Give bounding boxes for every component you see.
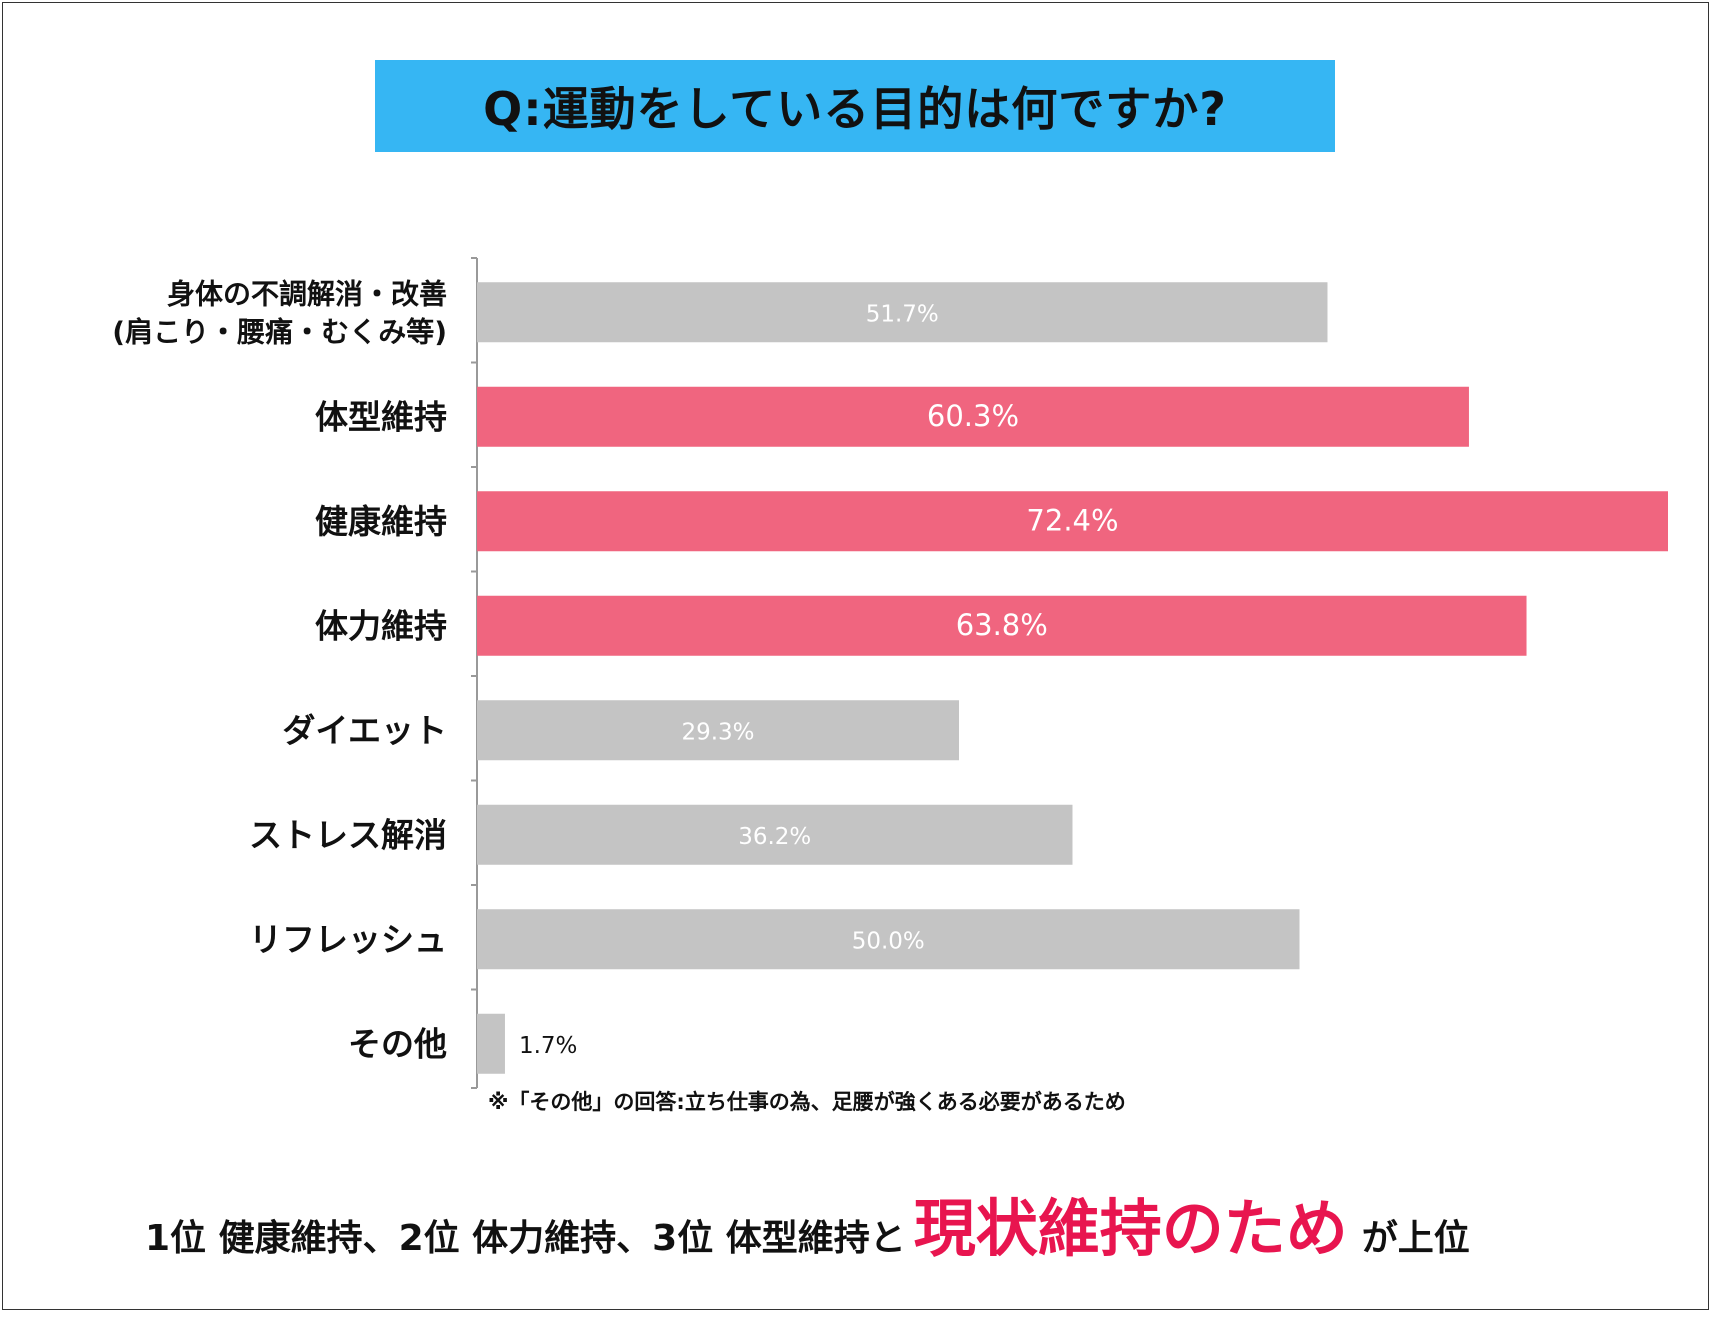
- bar-value-label: 1.7%: [519, 1033, 577, 1059]
- category-label: 体力維持: [315, 607, 447, 646]
- bar-value-label: 51.7%: [866, 301, 939, 327]
- footnote: ※「その他」の回答:立ち仕事の為、足腰が強くある必要があるため: [488, 1090, 1126, 1114]
- bar: [477, 595, 1527, 656]
- bar: [477, 909, 1300, 970]
- category-label: 体型維持: [315, 398, 447, 437]
- category-label: リフレッシュ: [249, 920, 447, 959]
- bar-value-label: 60.3%: [927, 399, 1019, 433]
- bar-value-label: 72.4%: [1026, 503, 1118, 537]
- bar: [477, 700, 959, 761]
- bar-value-label: 50.0%: [852, 928, 925, 954]
- bar-value-label: 36.2%: [738, 824, 811, 850]
- summary-highlight: 現状維持のため: [913, 1192, 1348, 1265]
- bar: [477, 1013, 505, 1074]
- category-label: その他: [348, 1025, 447, 1064]
- bar: [477, 804, 1073, 865]
- label-layer: 51.7% 身体の不調解消・改善 (肩こり・腰痛・むくみ等) 60.3% 体型維持 72.…: [112, 277, 1118, 1063]
- summary-suffix: が上位: [1361, 1218, 1470, 1259]
- axis-layer: [471, 257, 478, 1089]
- bar-value-label: 29.3%: [681, 719, 754, 745]
- bar-value-label: 63.8%: [956, 608, 1048, 642]
- category-label: 健康維持: [315, 502, 447, 541]
- summary-prefix: 1位 健康維持、2位 体力維持、3位 体型維持と: [145, 1218, 906, 1259]
- bar-layer: [477, 282, 1668, 1074]
- category-label: (肩こり・腰痛・むくみ等): [112, 315, 447, 348]
- bar: [477, 491, 1668, 552]
- category-label: ダイエット: [282, 711, 447, 750]
- bar: [477, 282, 1328, 343]
- category-label: ストレス解消: [249, 816, 447, 855]
- category-label: 身体の不調解消・改善: [167, 277, 447, 310]
- title-banner: Q:運動をしている目的は何ですか?: [375, 60, 1335, 152]
- chart-title: Q:運動をしている目的は何ですか?: [483, 82, 1227, 136]
- summary-caption: 1位 健康維持、2位 体力維持、3位 体型維持と 現状維持のため が上位: [145, 1178, 1625, 1268]
- bar: [477, 386, 1469, 447]
